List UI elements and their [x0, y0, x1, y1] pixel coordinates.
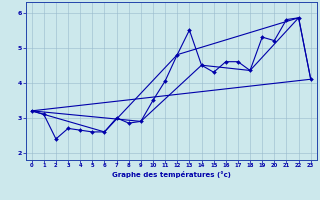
X-axis label: Graphe des températures (°c): Graphe des températures (°c)	[112, 171, 231, 178]
